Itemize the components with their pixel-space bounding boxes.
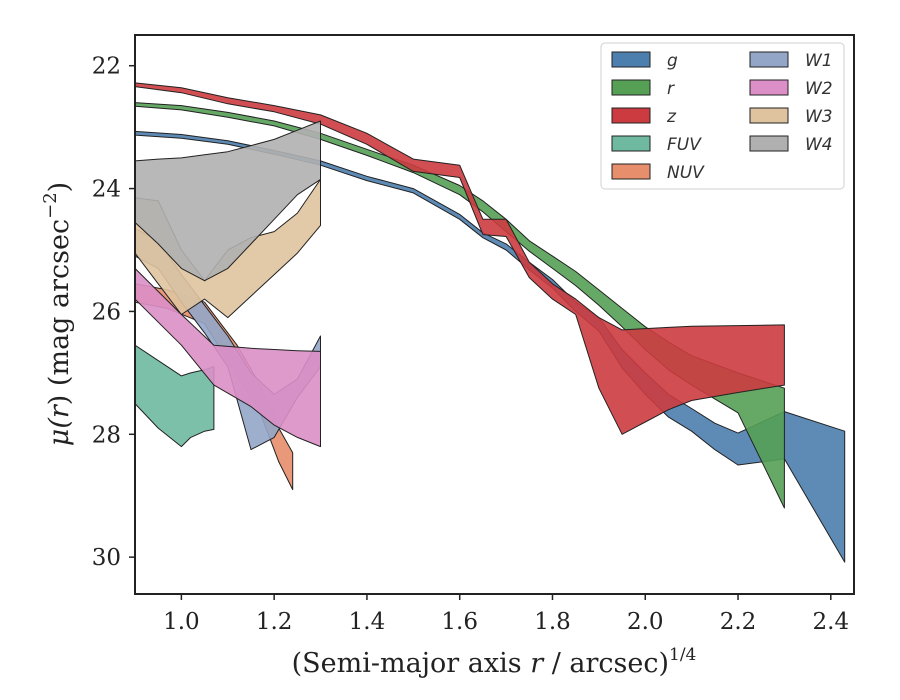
legend-label-nuv: NUV [667,163,705,183]
y-axis-label-mu: μ( [44,417,75,447]
legend-label-w3: W3 [805,107,833,127]
legend-label-fuv: FUV [667,135,702,155]
series-band-fuv [135,344,215,448]
legend-label-g: g [667,51,678,71]
legend-swatch-w4 [749,135,789,152]
x-tick-label: 1.0 [163,609,200,635]
x-axis-label-pre: (Semi-major axis [292,648,531,679]
y-axis-label-unit: ) (mag arcsec [44,219,75,405]
y-tick-label: 30 [92,545,121,571]
y-axis-label-exponent: −2 [40,192,61,219]
series-band-z [135,82,785,435]
series-band-w4 [135,120,321,282]
legend-swatch-w1 [749,51,789,68]
plot-frame [134,34,855,595]
series-band-w2 [135,267,321,448]
y-tick-label: 22 [92,54,121,80]
x-axis-label-var: r [530,648,545,679]
x-tick-label: 2.0 [627,609,664,635]
x-tick-label: 2.4 [813,609,850,635]
legend-swatch-w3 [749,107,789,124]
y-axis-label: μ(r) (mag arcsec−2) [40,182,75,446]
legend-label-z: z [666,107,677,127]
x-axis-label: (Semi-major axis r / arcsec)1/4 [292,645,697,679]
legend-label-r: r [667,79,675,99]
series-band-r [135,102,785,509]
legend-label-w1: W1 [805,51,833,71]
y-tick-label: 26 [92,299,121,325]
x-tick-label: 1.8 [534,609,571,635]
legend-swatch-fuv [611,135,651,152]
legend-swatch-g [611,51,651,68]
x-tick-label: 1.2 [256,609,293,635]
y-axis-label-close: ) [44,182,75,193]
legend-swatch-nuv [611,163,651,180]
x-tick-label: 1.6 [441,609,478,635]
legend-swatch-w2 [749,79,789,96]
series-layer [135,82,846,563]
x-axis-ticks: 1.0 1.2 1.4 1.6 1.8 2.0 2.2 2.4 [163,594,849,635]
x-tick-label: 1.4 [349,609,386,635]
y-axis-label-var: r [44,403,75,418]
x-axis-label-post: / arcsec) [543,648,669,679]
legend-label-w4: W4 [805,135,833,155]
y-axis-ticks: 22 24 26 28 30 [92,54,135,571]
y-tick-label: 24 [92,177,121,203]
legend-swatch-r [611,79,651,96]
y-tick-label: 28 [92,422,121,448]
x-tick-label: 2.2 [720,609,757,635]
legend: grz FUV NUV W1 W2 W3 W4 [600,42,845,190]
legend-label-w2: W2 [805,79,833,99]
series-band-g [135,130,846,563]
x-axis-label-exponent: 1/4 [669,645,696,665]
legend-swatch-z [611,107,651,124]
